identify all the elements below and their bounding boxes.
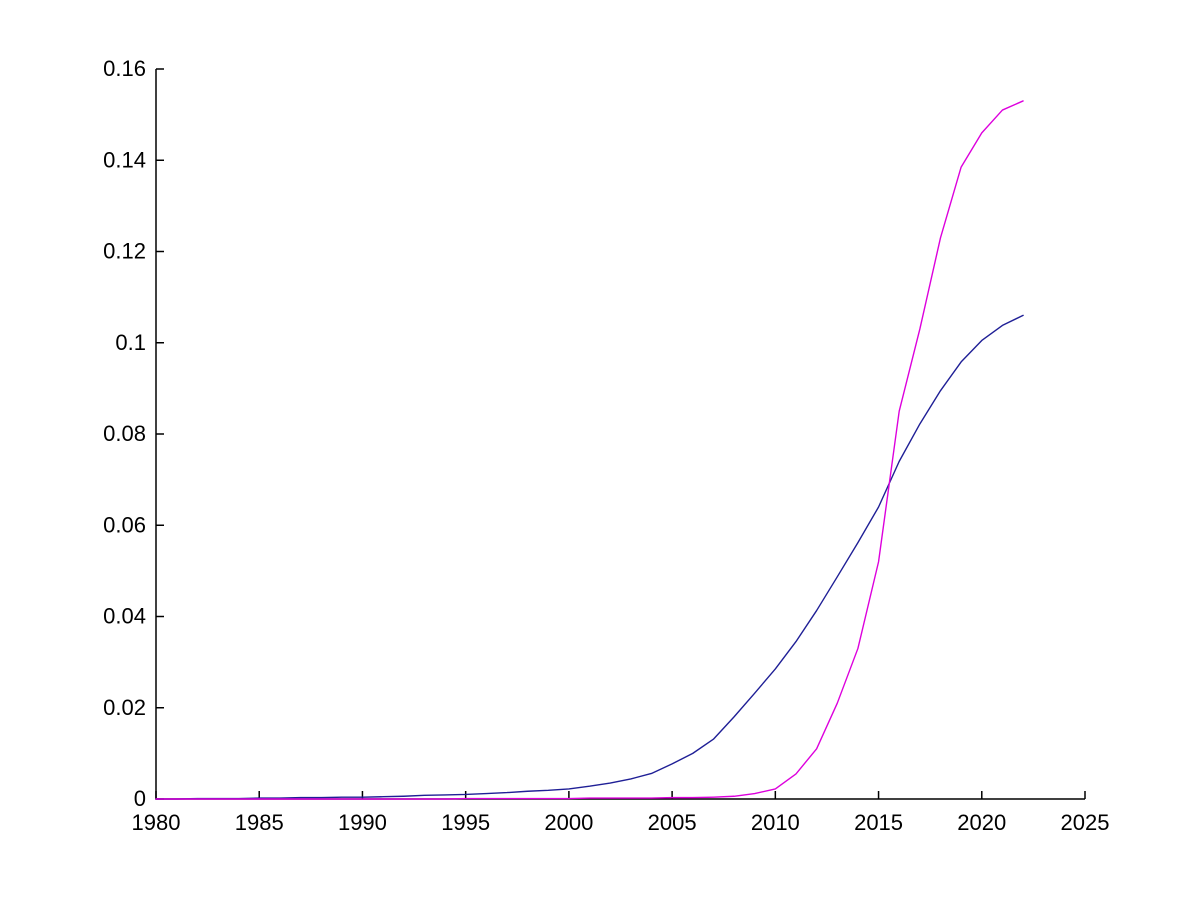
y-tick-label: 0.08 [103,421,146,446]
y-tick-label: 0 [134,786,146,811]
x-tick-label: 1985 [235,810,284,835]
axis-lines [155,69,1085,800]
y-tick-label: 0.12 [103,239,146,264]
x-tick-label: 2010 [751,810,800,835]
x-tick-label: 2025 [1061,810,1110,835]
x-tick-label: 1995 [441,810,490,835]
y-tick-label: 0.1 [115,330,146,355]
x-tick-label: 2005 [648,810,697,835]
x-tick-label: 2000 [544,810,593,835]
y-tick-label: 0.02 [103,695,146,720]
x-tick-label: 2015 [854,810,903,835]
y-tick-label: 0.16 [103,56,146,81]
blue-series-line [155,314,1024,800]
y-tick-label: 0.14 [103,147,146,172]
x-tick-label: 2020 [957,810,1006,835]
x-tick-label: 1990 [338,810,387,835]
y-tick-label: 0.06 [103,512,146,537]
x-tick-label: 1980 [132,810,181,835]
magenta-series-line [155,100,1024,800]
y-tick-label: 0.04 [103,604,146,629]
